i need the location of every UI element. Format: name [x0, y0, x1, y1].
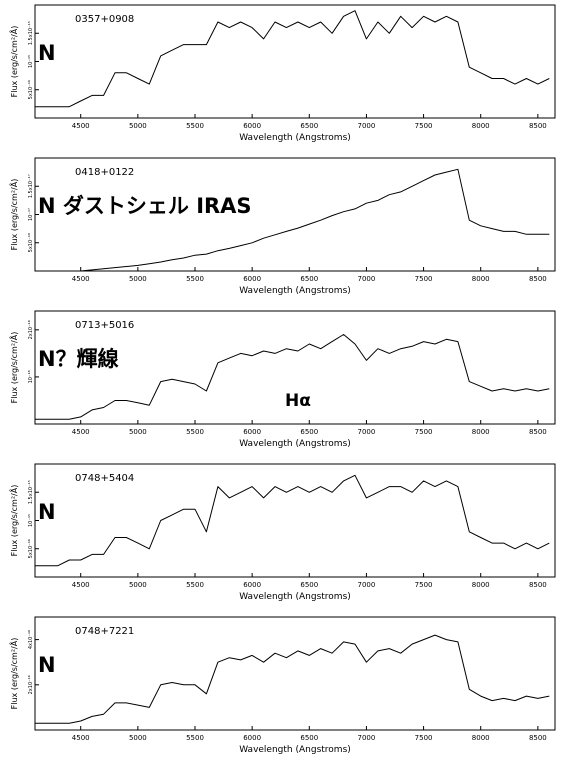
x-tick-label: 5000 [129, 122, 147, 130]
annotation: N？輝線 [38, 347, 119, 371]
plot-frame [34, 616, 556, 731]
y-tick-label: 10⁻¹⁵ [28, 514, 34, 527]
x-tick-label: 7000 [358, 581, 376, 589]
x-tick-label: 7500 [415, 734, 433, 742]
spectrum-id: 0418+0122 [75, 167, 134, 178]
annotation: N [38, 41, 56, 65]
x-axis-label: Wavelength (Angstroms) [239, 745, 351, 755]
x-tick-label: 4500 [72, 734, 90, 742]
x-tick-label: 7500 [415, 122, 433, 130]
annotation: Hα [285, 391, 311, 411]
x-tick-label: 6500 [300, 734, 318, 742]
x-tick-label: 8500 [529, 428, 547, 436]
annotation: N [38, 653, 56, 677]
x-tick-label: 8500 [529, 275, 547, 283]
y-axis-label: Flux (erg/s/cm²/Å) [8, 26, 19, 98]
y-axis-label: Flux (erg/s/cm²/Å) [8, 638, 19, 710]
y-tick-label: 2x10⁻¹⁶ [28, 320, 34, 339]
x-axis-label: Wavelength (Angstroms) [239, 133, 351, 143]
x-tick-label: 7500 [415, 581, 433, 589]
x-tick-label: 7000 [358, 428, 376, 436]
spectrum-line [35, 634, 550, 724]
x-tick-label: 6500 [300, 122, 318, 130]
x-tick-label: 4500 [72, 122, 90, 130]
y-tick-label: 5x10⁻¹⁸ [28, 233, 34, 252]
x-tick-label: 6000 [243, 581, 261, 589]
x-tick-label: 7000 [358, 122, 376, 130]
x-tick-label: 5500 [186, 581, 204, 589]
annotation: N ダストシェル IRAS [38, 194, 252, 218]
x-tick-label: 8000 [472, 428, 490, 436]
x-tick-label: 5500 [186, 122, 204, 130]
y-tick-label: 2x10⁻¹⁶ [28, 675, 34, 694]
spectrum-id: 0713+5016 [75, 320, 134, 331]
y-tick-label: 1.5x10⁻¹⁷ [28, 174, 34, 198]
x-axis-label: Wavelength (Angstroms) [239, 592, 351, 602]
x-tick-label: 8500 [529, 734, 547, 742]
x-axis-label: Wavelength (Angstroms) [239, 286, 351, 296]
spectrum-line [35, 474, 550, 567]
x-tick-label: 8500 [529, 581, 547, 589]
y-tick-label: 1.5x10⁻¹⁵ [28, 21, 34, 45]
y-tick-label: 1.5x10⁻¹⁵ [28, 480, 34, 504]
x-tick-label: 6000 [243, 275, 261, 283]
spectrum-line [35, 168, 550, 272]
x-tick-label: 5000 [129, 734, 147, 742]
plot-frame [34, 310, 556, 425]
y-axis-label: Flux (erg/s/cm²/Å) [8, 485, 19, 557]
y-axis-label: Flux (erg/s/cm²/Å) [8, 179, 19, 251]
spectrum-id: 0748+5404 [75, 473, 134, 484]
spectrum-line [35, 334, 550, 420]
x-tick-label: 7000 [358, 734, 376, 742]
x-tick-label: 6500 [300, 581, 318, 589]
x-tick-label: 5500 [186, 428, 204, 436]
y-tick-label: 10⁻¹⁶ [28, 370, 34, 383]
y-tick-label: 5x10⁻¹⁶ [28, 539, 34, 558]
x-tick-label: 8000 [472, 734, 490, 742]
spectrum-line [35, 10, 550, 108]
y-tick-label: 10⁻¹⁵ [28, 55, 34, 68]
annotation: N [38, 500, 56, 524]
y-tick-label: 5x10⁻¹⁶ [28, 80, 34, 99]
x-tick-label: 7500 [415, 428, 433, 436]
x-tick-label: 5000 [129, 275, 147, 283]
y-axis-label: Flux (erg/s/cm²/Å) [8, 332, 19, 404]
x-tick-label: 4500 [72, 581, 90, 589]
x-tick-label: 5000 [129, 581, 147, 589]
x-tick-label: 8000 [472, 581, 490, 589]
x-axis-label: Wavelength (Angstroms) [239, 439, 351, 449]
y-tick-label: 10⁻¹⁷ [28, 208, 34, 221]
x-tick-label: 8000 [472, 122, 490, 130]
x-tick-label: 6000 [243, 734, 261, 742]
x-tick-label: 8000 [472, 275, 490, 283]
x-tick-label: 4500 [72, 275, 90, 283]
x-tick-label: 6500 [300, 275, 318, 283]
y-tick-label: 4x10⁻¹⁶ [28, 630, 34, 649]
x-tick-label: 7000 [358, 275, 376, 283]
spectrum-id: 0357+0908 [75, 14, 134, 25]
x-tick-label: 6000 [243, 428, 261, 436]
x-tick-label: 6000 [243, 122, 261, 130]
x-tick-label: 4500 [72, 428, 90, 436]
x-tick-label: 8500 [529, 122, 547, 130]
x-tick-label: 5500 [186, 275, 204, 283]
x-tick-label: 5000 [129, 428, 147, 436]
x-tick-label: 7500 [415, 275, 433, 283]
spectrum-id: 0748+7221 [75, 626, 134, 637]
x-tick-label: 6500 [300, 428, 318, 436]
x-tick-label: 5500 [186, 734, 204, 742]
